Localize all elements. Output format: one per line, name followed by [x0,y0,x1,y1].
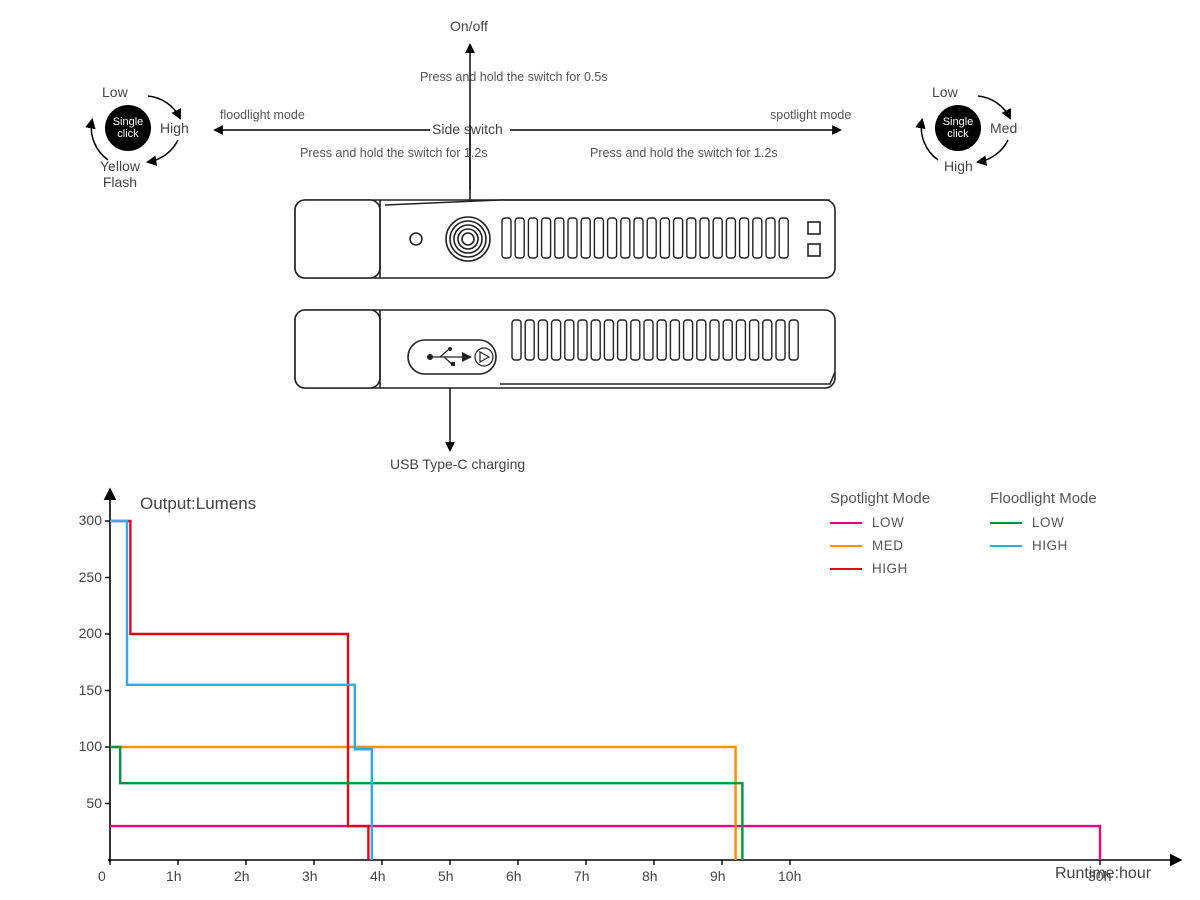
series-flood-high [110,521,372,860]
legend-text: LOW [1032,515,1064,530]
legend-text: HIGH [872,561,908,576]
y-tick-200: 200 [79,625,102,641]
x-tick-6h: 6h [506,868,522,884]
series-spot-high [110,521,368,860]
y-tick-150: 150 [79,682,102,698]
legend-spotlight: Spotlight Mode LOW MED HIGH [830,490,930,576]
x-tick-3h: 3h [302,868,318,884]
legend-swatch [830,545,862,547]
y-tick-50: 50 [86,795,102,811]
legend-row-low: LOW [830,515,930,530]
legend-flood-title: Floodlight Mode [990,490,1097,507]
x-tick-0: 0 [98,868,106,884]
y-tick-100: 100 [79,738,102,754]
x-tick-9h: 9h [710,868,726,884]
legend-spot-title: Spotlight Mode [830,490,930,507]
x-tick-2h: 2h [234,868,250,884]
x-tick-4h: 4h [370,868,386,884]
legend-floodlight: Floodlight Mode LOW HIGH [990,490,1097,553]
y-tick-250: 250 [79,569,102,585]
legend-swatch [830,568,862,570]
x-tick-1h: 1h [166,868,182,884]
x-tick-30h: 30h [1088,868,1111,884]
legend-swatch [990,522,1022,524]
legend-swatch [990,545,1022,547]
legend-text: MED [872,538,904,553]
legend-row-low: LOW [990,515,1097,530]
legend-row-high: HIGH [990,538,1097,553]
y-tick-300: 300 [79,512,102,528]
legend-swatch [830,522,862,524]
runtime-chart [0,0,1200,900]
x-tick-10h: 10h [778,868,801,884]
legend-row-med: MED [830,538,930,553]
legend-text: HIGH [1032,538,1068,553]
x-tick-7h: 7h [574,868,590,884]
x-tick-5h: 5h [438,868,454,884]
x-tick-8h: 8h [642,868,658,884]
y-axis-label: Output:Lumens [140,494,256,514]
legend-row-high: HIGH [830,561,930,576]
series-spot-low [110,826,1100,860]
legend-text: LOW [872,515,904,530]
series-spot-med [110,747,736,860]
series-flood-low [110,747,742,860]
